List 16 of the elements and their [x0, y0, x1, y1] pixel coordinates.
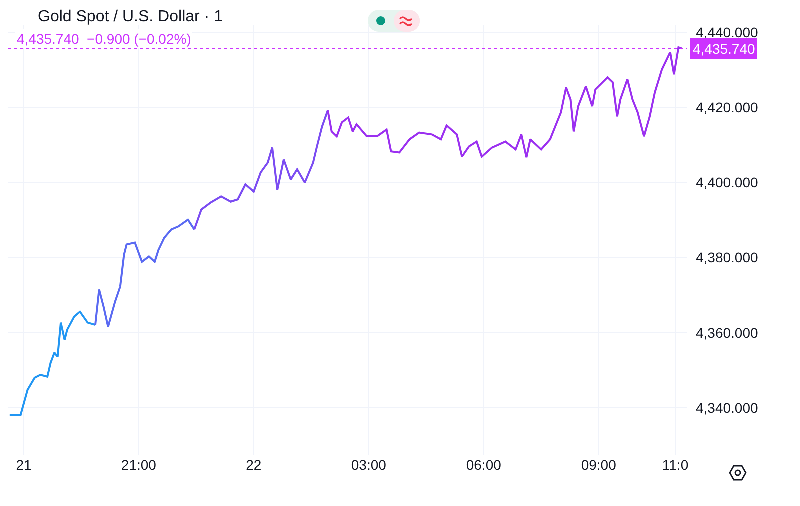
- x-tick-label: 21: [16, 457, 32, 473]
- x-tick-label: 21:00: [121, 457, 157, 473]
- x-tick-label: 03:00: [351, 457, 387, 473]
- y-tick-label: 4,360.000: [696, 324, 758, 341]
- annotation: 4,435.740 −0.900 (−0.02%): [17, 31, 192, 47]
- y-tick-label: 4,400.000: [696, 174, 758, 191]
- y-tick-label: 4,420.000: [696, 100, 758, 116]
- y-tick-label: 4,380.000: [696, 250, 758, 266]
- y-tick-label: 4,440.000: [696, 24, 758, 40]
- chart-title: Gold Spot / U.S. Dollar · 1: [38, 8, 224, 26]
- x-tick-label: 06:00: [466, 457, 502, 473]
- y-tick-label: 4,340.000: [696, 400, 758, 416]
- x-tick-label: 09:00: [581, 457, 617, 473]
- ref-line-label: 4,435.740: [693, 41, 756, 57]
- x-tick-label: 22: [246, 457, 262, 473]
- x-tick-label: 11:0: [662, 457, 689, 473]
